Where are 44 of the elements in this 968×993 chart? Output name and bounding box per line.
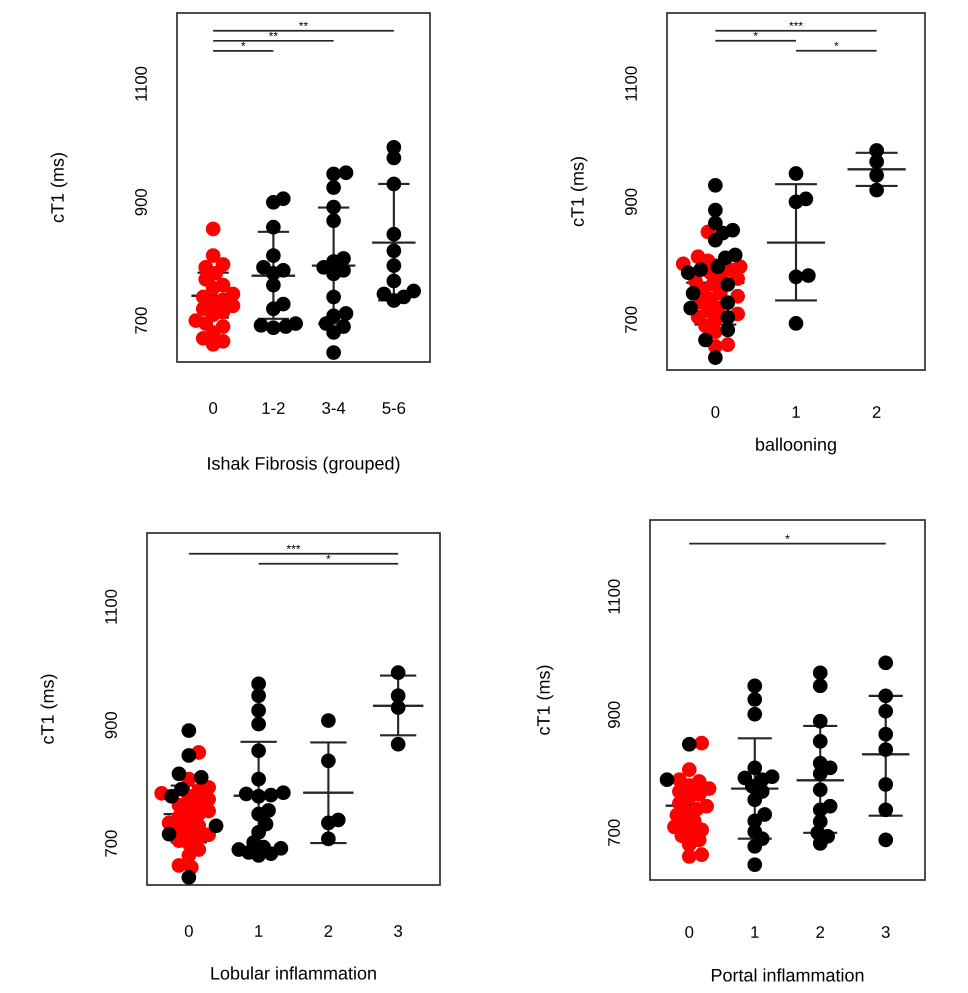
y-tick-label: 900 [625, 188, 637, 215]
x-tick-label: 2 [872, 406, 880, 418]
annotation: ** [268, 32, 278, 36]
annotation: * [326, 554, 331, 560]
x-axis-title: Lobular inflammation [211, 966, 376, 980]
y-tick-label: 1100 [608, 579, 620, 614]
annotation: *** [286, 544, 300, 550]
y-tick-label: 900 [608, 702, 620, 728]
annotation: *** [789, 22, 803, 26]
y-tick-label: 900 [105, 712, 117, 738]
annotation: * [785, 534, 790, 539]
y-axis-title: cT1 (ms) [50, 153, 68, 222]
y-axis-title: cT1 (ms) [570, 157, 588, 226]
x-tick-label: 1-2 [262, 402, 285, 414]
x-tick-label: 3 [882, 926, 890, 938]
x-tick-label: 3-4 [322, 402, 346, 414]
y-tick-label: 700 [608, 820, 620, 846]
x-axis-title: ballooning [756, 438, 836, 454]
annotation: * [241, 42, 246, 46]
x-tick-label: 2 [816, 926, 824, 938]
x-tick-label: 5-6 [382, 402, 406, 414]
x-tick-label: 0 [209, 402, 218, 414]
x-tick-label: 0 [184, 925, 193, 937]
y-axis-title: cT1 (ms) [40, 674, 58, 744]
y-tick-label: 700 [135, 307, 147, 334]
y-tick-label: 900 [135, 189, 147, 216]
y-tick-label: 700 [105, 830, 117, 857]
x-axis-title: Ishak Fibrosis (grouped) [208, 456, 400, 474]
x-tick-label: 3 [394, 925, 402, 937]
y-axis-title: cT1 (ms) [536, 666, 554, 735]
x-tick-label: 0 [711, 406, 720, 418]
y-tick-label: 1100 [105, 590, 117, 624]
x-tick-label: 1 [255, 925, 262, 937]
annotation: ** [299, 22, 308, 26]
annotation: * [754, 32, 758, 36]
x-tick-label: 2 [324, 925, 332, 937]
x-tick-label: 1 [792, 406, 800, 418]
x-axis-title: Portal inflammation [712, 968, 864, 982]
y-tick-label: 1100 [625, 66, 637, 100]
x-tick-label: 1 [751, 926, 759, 938]
annotation: * [834, 42, 838, 46]
y-tick-label: 1100 [135, 66, 147, 101]
y-tick-label: 700 [625, 306, 637, 333]
x-tick-label: 0 [685, 926, 694, 938]
